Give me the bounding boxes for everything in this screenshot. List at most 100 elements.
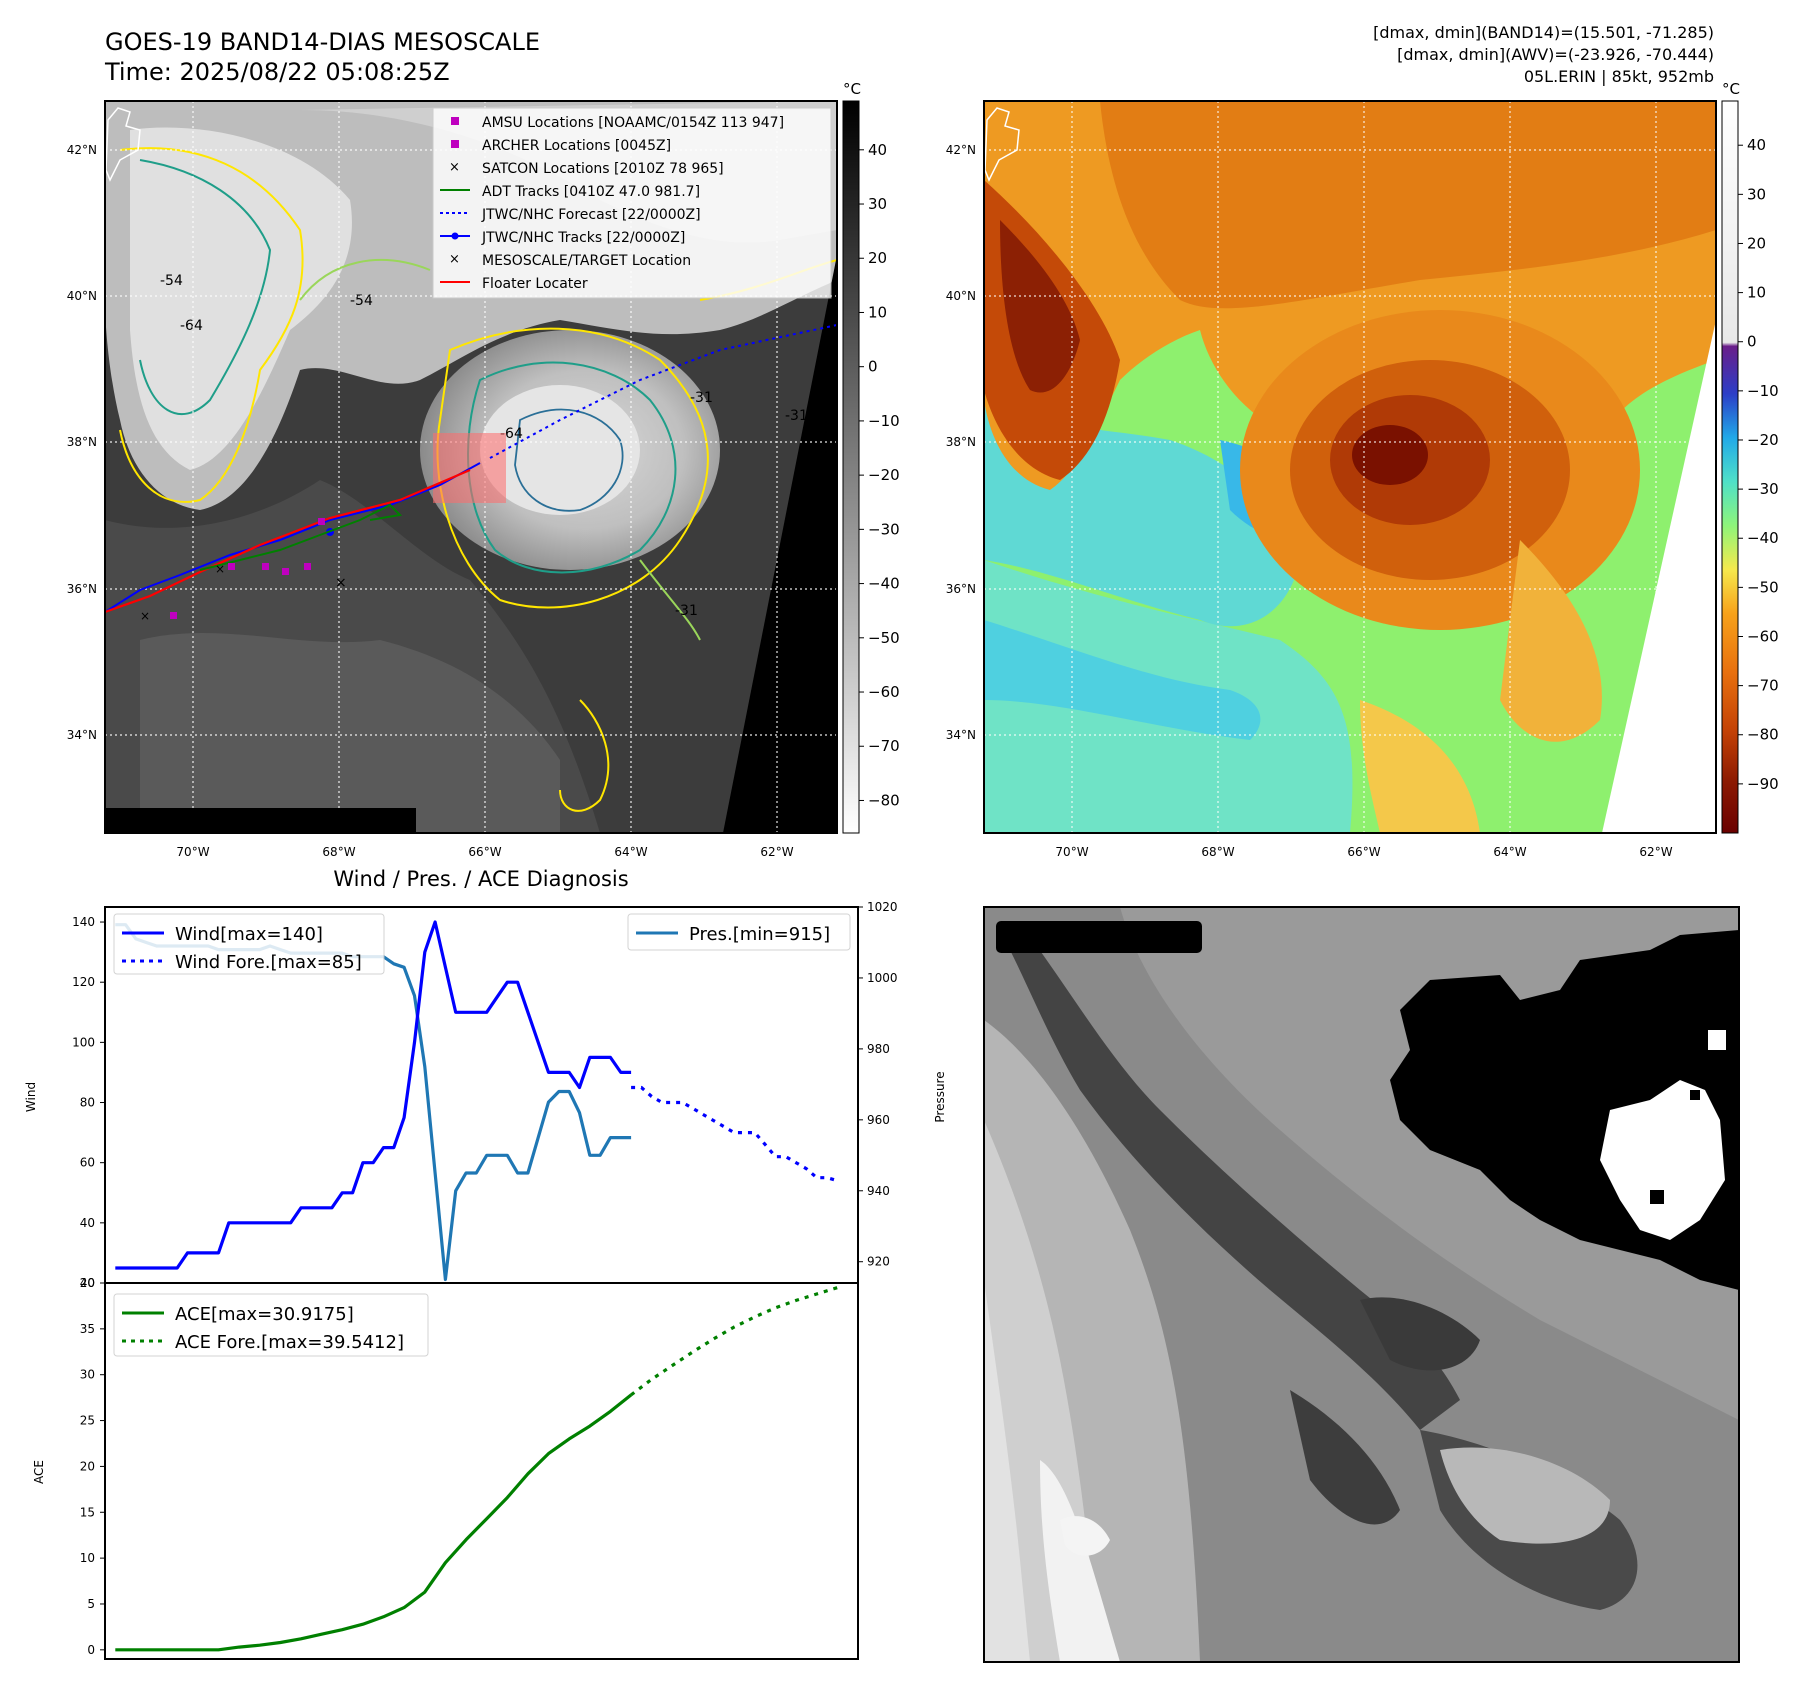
stats-line3: 05L.ERIN | 85kt, 952mb (1524, 67, 1714, 86)
ir-colorbar-ticks: 40 30 20 10 0 −10 −20 −30 −40 −50 −60 −70 −80 (859, 141, 900, 809)
pressure-axis-label: Pressure (933, 1071, 947, 1122)
wind-tick-label: 60 (80, 1156, 95, 1170)
svg-text:62°W: 62°W (760, 845, 793, 859)
ace-axis-ticks: 40 35 30 25 20 15 10 5 0 (80, 1276, 105, 1657)
ace-tick-label: 40 (80, 1276, 95, 1290)
svg-text:64°W: 64°W (614, 845, 647, 859)
colorbar-tick-label: −30 (1747, 480, 1779, 498)
svg-text:36°N: 36°N (946, 582, 976, 596)
ir-colorbar-unit: °C (843, 80, 861, 98)
contour-label-6: -31 (785, 408, 808, 424)
color-ir-colorbar-unit: °C (1722, 80, 1740, 98)
svg-text:40°N: 40°N (67, 289, 97, 303)
legend-wind: Wind[max=140] (175, 924, 323, 945)
color-ir-map-lon-labels: 70°W 68°W 66°W 64°W 62°W (1055, 845, 1672, 859)
wmg-panel (984, 907, 1739, 1662)
colorbar-tick-label: −50 (868, 629, 900, 647)
svg-text:70°W: 70°W (176, 845, 209, 859)
colorbar-tick-label: 30 (868, 195, 887, 213)
ace-tick-label: 0 (87, 1643, 95, 1657)
ace-tick-label: 25 (80, 1414, 95, 1428)
contour-label-1: -54 (160, 273, 183, 289)
colorbar-tick-label: −80 (1747, 726, 1779, 744)
legend-jtwc-forecast: JTWC/NHC Forecast [22/0000Z] (481, 207, 701, 223)
colorbar-tick-label: −10 (1747, 382, 1779, 400)
legend-satcon: SATCON Locations [2010Z 78 965] (482, 161, 724, 177)
colorbar-tick-label: −40 (868, 575, 900, 593)
colorbar-tick-label: 10 (1747, 284, 1766, 302)
wind-tick-label: 40 (80, 1216, 95, 1230)
legend-amsu: AMSU Locations [NOAAMC/0154Z 113 947] (482, 115, 784, 131)
svg-text:40°N: 40°N (946, 289, 976, 303)
svg-text:66°W: 66°W (1347, 845, 1380, 859)
svg-text:×: × (335, 575, 347, 591)
ace-tick-label: 5 (87, 1597, 95, 1611)
svg-text:34°N: 34°N (946, 728, 976, 742)
svg-text:70°W: 70°W (1055, 845, 1088, 859)
colorbar-tick-label: 40 (1747, 136, 1766, 154)
svg-text:×: × (449, 160, 460, 175)
wind-axis-label: Wind (24, 1082, 38, 1112)
colorbar-tick-label: −50 (1747, 578, 1779, 596)
ace-line (115, 1393, 633, 1652)
figure-title-line1: GOES-19 BAND14-DIAS MESOSCALE (105, 28, 540, 56)
ace-tick-label: 10 (80, 1551, 95, 1565)
wind-tick-label: 120 (72, 975, 95, 989)
legend-wind-fore: Wind Fore.[max=85] (175, 952, 362, 973)
figure-title-line2: Time: 2025/08/22 05:08:25Z (104, 58, 450, 86)
ace-tick-label: 35 (80, 1322, 95, 1336)
svg-text:×: × (449, 252, 460, 267)
ace-tick-label: 15 (80, 1505, 95, 1519)
svg-text:×: × (215, 562, 225, 576)
colorbar-tick-label: −60 (868, 683, 900, 701)
wind-tick-label: 140 (72, 915, 95, 929)
wind-tick-label: 80 (80, 1096, 95, 1110)
legend-ace: ACE[max=30.9175] (175, 1304, 354, 1325)
contour-label-3: -54 (350, 293, 373, 309)
svg-text:68°W: 68°W (1201, 845, 1234, 859)
legend-archer: ARCHER Locations [0045Z] (482, 138, 671, 154)
colorbar-tick-label: 40 (868, 141, 887, 159)
pressure-tick-label: 960 (867, 1113, 890, 1127)
pressure-tick-label: 980 (867, 1042, 890, 1056)
colorbar-tick-label: 10 (868, 303, 887, 321)
colorbar-tick-label: −70 (1747, 677, 1779, 695)
legend-pressure: Pres.[min=915] (689, 924, 830, 945)
wmg-count-badge (996, 921, 1202, 953)
wind-tick-label: 100 (72, 1035, 95, 1049)
wind-legend: Wind[max=140] Wind Fore.[max=85] (113, 913, 385, 975)
copyright-badge (104, 808, 416, 832)
color-ir-colorbar-ticks: 40 30 20 10 0 −10 −20 −30 −40 −50 −60 −70 −80 −90 (1738, 136, 1779, 793)
pressure-tick-label: 1000 (867, 971, 898, 985)
svg-text:38°N: 38°N (946, 435, 976, 449)
colorbar-tick-label: −30 (868, 520, 900, 538)
svg-text:66°W: 66°W (468, 845, 501, 859)
svg-text:64°W: 64°W (1493, 845, 1526, 859)
colorbar-tick-label: 30 (1747, 185, 1766, 203)
map-legend: × × AMSU Locations [NOAAMC/0154Z 113 947… (432, 107, 832, 299)
ace-forecast-line (630, 1286, 838, 1397)
wind-tick-label: 20 (80, 1276, 95, 1290)
legend-mesoscale: MESOSCALE/TARGET Location (482, 253, 691, 269)
wind-line (115, 920, 632, 1270)
colorbar-tick-label: −20 (868, 466, 900, 484)
ir-map-panel: -54 -64 -54 -64 -31 -31 -31 (105, 101, 837, 833)
colorbar-tick-label: 0 (868, 358, 878, 376)
colorbar-tick-label: 20 (868, 249, 887, 267)
contour-label-5: -31 (690, 390, 713, 406)
contour-label-2: -64 (180, 318, 203, 334)
color-ir-colorbar (1721, 100, 1739, 834)
colorbar-tick-label: −10 (868, 412, 900, 430)
colorbar-tick-label: −70 (868, 737, 900, 755)
pressure-tick-label: 920 (867, 1255, 890, 1269)
svg-text:42°N: 42°N (67, 143, 97, 157)
pressure-legend: Pres.[min=915] (627, 913, 851, 951)
colorbar-tick-label: −80 (868, 791, 900, 809)
pressure-tick-label: 940 (867, 1184, 890, 1198)
colorbar-tick-label: −20 (1747, 431, 1779, 449)
ace-series (115, 1286, 838, 1652)
legend-adt: ADT Tracks [0410Z 47.0 981.7] (482, 184, 700, 200)
svg-text:34°N: 34°N (67, 728, 97, 742)
